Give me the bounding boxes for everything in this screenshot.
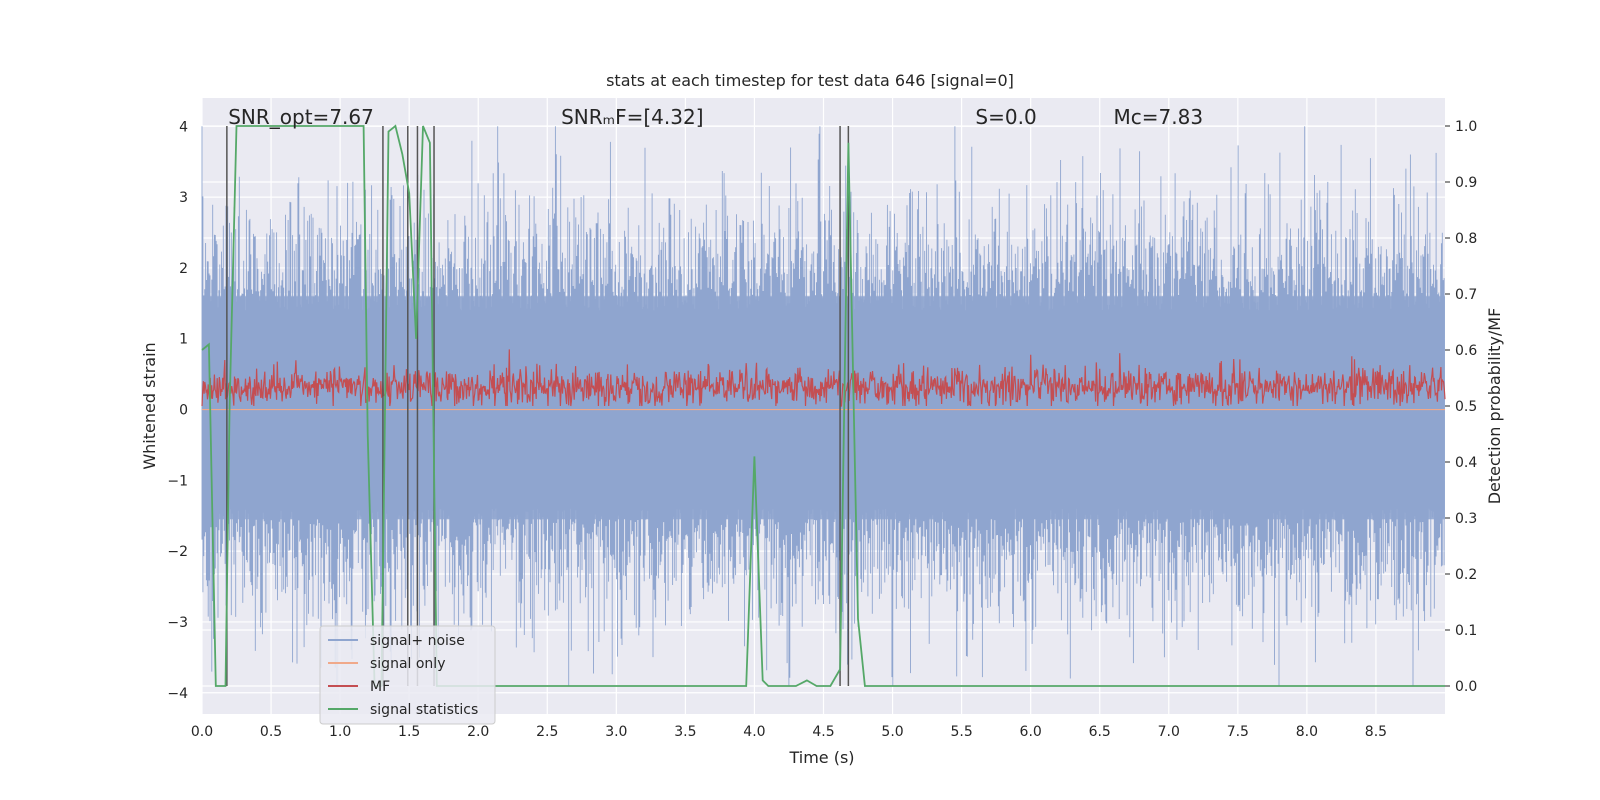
series-signal-statistics <box>201 124 1445 687</box>
y-tick-label: 1 <box>179 332 188 348</box>
y2-tick-label: 0.3 <box>1455 511 1477 527</box>
series-signal-noise <box>201 126 1445 686</box>
x-tick-label: 5.0 <box>881 724 903 740</box>
y2-tick-label: 0.5 <box>1455 399 1477 415</box>
annotations: SNR_opt=7.67 SNRₘF=[4.32] S=0.0 Mᴄ=7.83 <box>228 105 1203 129</box>
x-tick-label: 1.0 <box>329 724 351 740</box>
y-tick-label: 2 <box>179 261 188 277</box>
y-tick-label: −3 <box>167 615 188 631</box>
y2-tick-label: 0.8 <box>1455 231 1477 247</box>
annotation-1: SNRₘF=[4.32] <box>561 105 703 129</box>
legend: signal+ noise signal only MF signal stat… <box>319 625 496 725</box>
y2-tick-label: 0.0 <box>1455 679 1477 695</box>
y-tick-label: 3 <box>179 190 188 206</box>
annotation-0: SNR_opt=7.67 <box>228 105 374 129</box>
annotation-3: Mᴄ=7.83 <box>1114 105 1204 129</box>
x-tick-label: 7.0 <box>1158 724 1180 740</box>
chart-title: stats at each timestep for test data 646… <box>606 71 1014 90</box>
x-tick-label: 2.0 <box>467 724 489 740</box>
legend-box <box>319 625 496 725</box>
x-tick-label: 4.5 <box>812 724 834 740</box>
legend-label-mf: MF <box>370 679 390 695</box>
x-tick-label: 6.5 <box>1089 724 1111 740</box>
y2-tick-label: 0.1 <box>1455 623 1477 639</box>
y2-tick-label: 0.6 <box>1455 343 1477 359</box>
x-tick-label: 8.5 <box>1365 724 1387 740</box>
x-tick-label: 3.0 <box>605 724 627 740</box>
legend-label-signal-statistics: signal statistics <box>370 702 478 718</box>
x-tick-label: 2.5 <box>536 724 558 740</box>
x-tick-label: 8.0 <box>1296 724 1318 740</box>
x-tick-label: 0.5 <box>260 724 282 740</box>
y2-tick-label: 0.4 <box>1455 455 1477 471</box>
y-tick-label: −4 <box>167 686 188 702</box>
x-tick-label: 3.5 <box>674 724 696 740</box>
y-tick-label: 0 <box>179 403 188 419</box>
y-tick-label: −2 <box>167 544 188 560</box>
x-tick-label: 6.0 <box>1020 724 1042 740</box>
y2-tick-label: 0.9 <box>1455 175 1477 191</box>
y2-axis-label: Detection probability/MF <box>1485 308 1504 505</box>
x-tick-label: 7.5 <box>1227 724 1249 740</box>
x-axis-label: Time (s) <box>788 748 854 767</box>
y-axis-label: Whitened strain <box>140 342 159 469</box>
x-tick-label: 5.5 <box>950 724 972 740</box>
signal-statistics-line <box>201 124 1445 687</box>
y2-tick-label: 1.0 <box>1455 119 1477 135</box>
x-axis-ticks: 0.0 0.5 1.0 1.5 2.0 2.5 3.0 3.5 4.0 4.5 5.0 5.5 6.0 6… <box>191 724 1387 740</box>
y2-axis-ticks: 0.0 0.1 0.2 0.3 0.4 0.5 0.6 0.7 0.8 0.9 1.0 <box>1445 119 1477 695</box>
annotation-2: S=0.0 <box>975 105 1036 129</box>
x-tick-label: 1.5 <box>398 724 420 740</box>
legend-label-signal-noise: signal+ noise <box>370 633 465 649</box>
y-axis-ticks: −4 −3 −2 −1 0 1 2 3 4 <box>167 119 188 701</box>
x-tick-label: 4.0 <box>743 724 765 740</box>
y-tick-label: −1 <box>167 473 188 489</box>
series-mf <box>201 349 1446 407</box>
y-tick-label: 4 <box>179 119 188 135</box>
y2-tick-label: 0.2 <box>1455 567 1477 583</box>
mf-line <box>201 349 1446 407</box>
legend-label-signal-only: signal only <box>370 656 445 672</box>
x-tick-label: 0.0 <box>191 724 213 740</box>
y2-tick-label: 0.7 <box>1455 287 1477 303</box>
